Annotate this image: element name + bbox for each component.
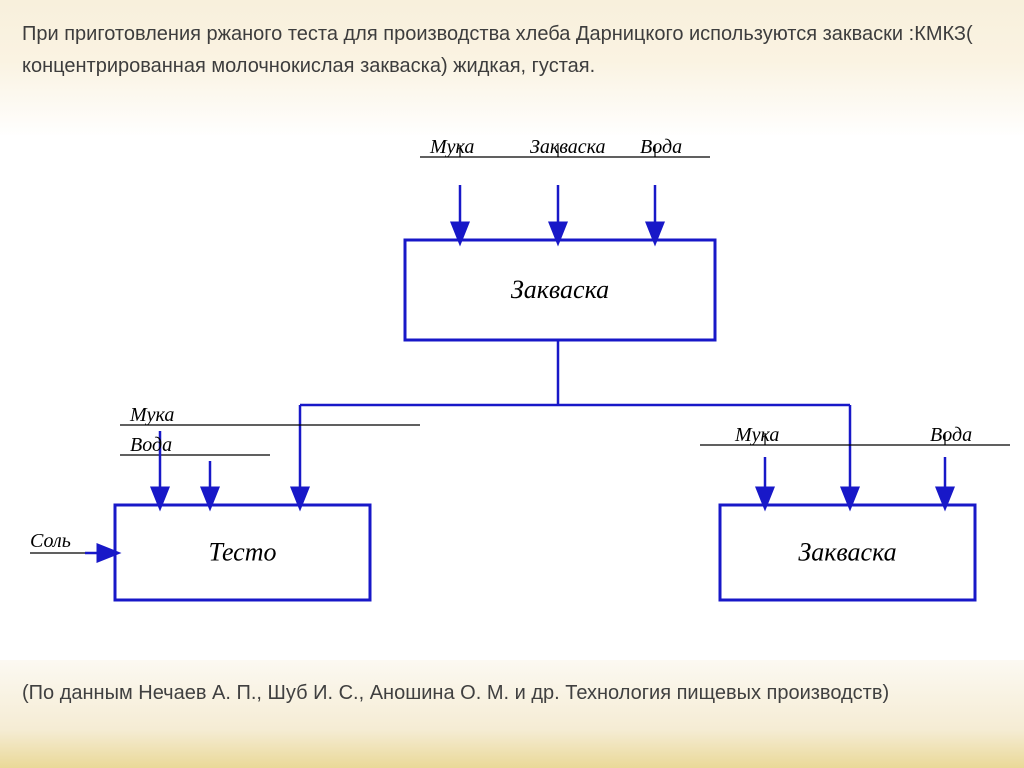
input-label: Мука: [429, 136, 474, 158]
box-label-testo: Тесто: [208, 537, 276, 566]
input-label: Соль: [30, 530, 71, 552]
title-text: При приготовления ржаного теста для прои…: [22, 18, 1002, 82]
slide-title: При приготовления ржаного теста для прои…: [0, 0, 1024, 82]
input-label: Вода: [130, 434, 172, 456]
input-label: Вода: [930, 424, 972, 446]
box-label-zak_right: Закваска: [798, 537, 896, 566]
input-label: Закваска: [530, 136, 606, 158]
box-label-zak_top: Закваска: [511, 275, 609, 304]
input-label: Мука: [129, 404, 174, 426]
input-label: Мука: [734, 424, 779, 446]
input-label: Вода: [640, 136, 682, 158]
citation-text: (По данным Нечаев А. П., Шуб И. С., Анош…: [22, 678, 889, 708]
diagram-area: Закваска Тесто Закваска Мука Закваска Вода Мук…: [0, 135, 1024, 660]
flowchart-svg: Закваска Тесто Закваска Мука Закваска Вода Мук…: [0, 135, 1024, 660]
